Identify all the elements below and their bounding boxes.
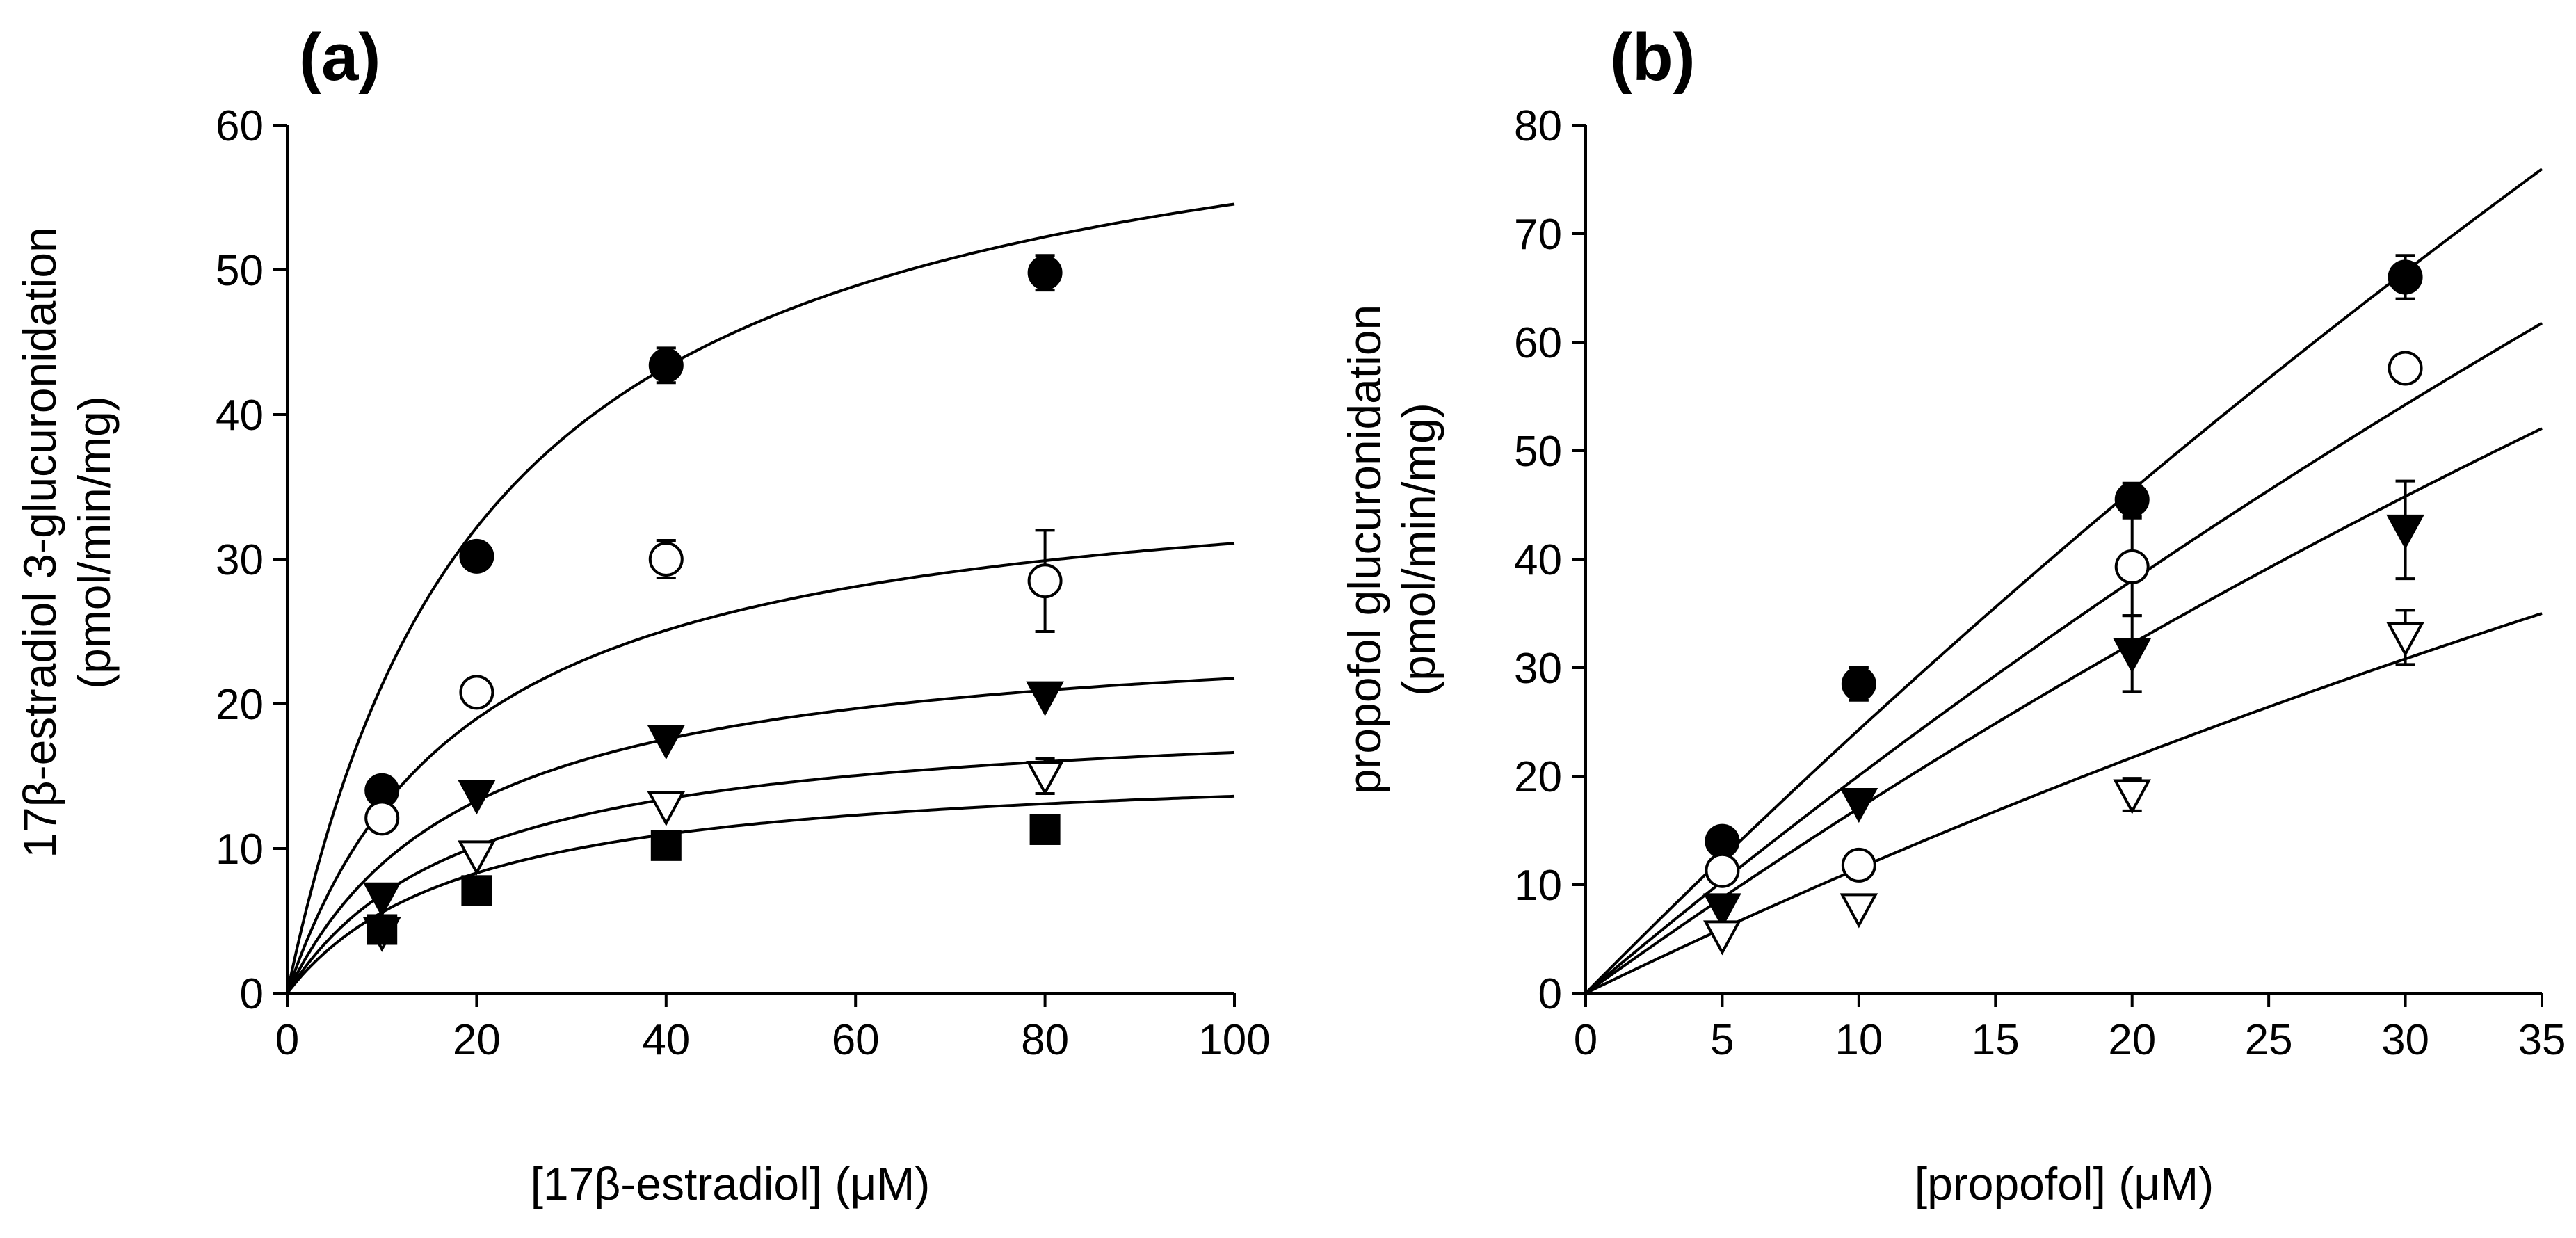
data-point-b-2 (1841, 847, 1876, 883)
data-point-a-3 (1026, 681, 1064, 716)
y-tick-label-a: 10 (216, 826, 264, 874)
data-point-a-5 (650, 830, 682, 861)
fit-curve-b-1 (1584, 168, 2543, 995)
y-tick-label-a: 50 (216, 247, 264, 295)
fit-curve-a-1 (286, 202, 1235, 994)
data-point-b-2 (2388, 351, 2423, 386)
data-point-a-4 (647, 791, 686, 826)
data-point-a-1 (1027, 255, 1063, 291)
x-tick-label-b: 20 (2108, 1016, 2156, 1064)
fit-curve-a-4 (286, 750, 1235, 995)
y-tick-label-b: 60 (1514, 319, 1562, 367)
data-point-b-3 (1840, 788, 1878, 823)
data-point-b-3 (1703, 893, 1741, 928)
data-point-a-3 (458, 780, 496, 815)
y-tick-label-a: 30 (216, 536, 264, 584)
fit-curve-b-3 (1584, 427, 2543, 995)
y-axis-title-b-line2: (pmol/min/mg) (1393, 403, 1444, 696)
x-axis-title-a: [17β-estradiol] (μM) (531, 1158, 931, 1209)
y-tick-label-b: 10 (1514, 862, 1562, 910)
data-point-b-4 (1703, 920, 1741, 956)
y-tick-label-a: 20 (216, 681, 264, 729)
x-tick-label-a: 60 (832, 1016, 880, 1064)
x-tick-label-a: 0 (275, 1016, 299, 1064)
data-point-a-2 (1027, 563, 1063, 599)
x-tick-label-b: 10 (1835, 1016, 1883, 1064)
data-point-b-2 (1705, 853, 1740, 888)
data-point-a-5 (367, 914, 398, 945)
y-axis-title-b-line1: propofol glucuronidation (1339, 305, 1390, 795)
data-point-a-2 (364, 801, 400, 836)
data-point-b-3 (2386, 514, 2424, 550)
data-point-b-4 (2113, 779, 2152, 814)
y-tick-label-b: 30 (1514, 645, 1562, 693)
data-point-b-1 (2114, 482, 2150, 517)
fit-curve-b-2 (1584, 321, 2543, 995)
y-tick-label-a: 0 (240, 970, 264, 1018)
chart-panel-b: (b) propofol glucuronidation (pmol/min/m… (1339, 20, 2566, 1209)
x-tick-label-a: 20 (453, 1016, 501, 1064)
data-point-b-4 (2386, 622, 2424, 657)
data-point-b-1 (1841, 666, 1876, 702)
data-point-b-3 (2113, 638, 2152, 673)
x-tick-label-b: 5 (1710, 1016, 1734, 1064)
fit-curve-b-4 (1585, 612, 2543, 995)
x-tick-label-b: 35 (2518, 1016, 2566, 1064)
y-axis-title-a-line1: 17β-estradiol 3-glucuronidation (14, 227, 65, 858)
data-point-a-1 (459, 538, 494, 574)
data-point-b-4 (1840, 893, 1878, 928)
data-point-b-2 (2114, 549, 2150, 584)
x-tick-label-b: 30 (2381, 1016, 2429, 1064)
y-tick-label-a: 40 (216, 392, 264, 440)
data-point-a-4 (1026, 761, 1064, 796)
plot-area-a: 0 20 40 60 80 100 0 10 20 30 40 50 60 (216, 102, 1271, 1064)
x-tick-label-a: 80 (1021, 1016, 1069, 1064)
x-tick-label-a: 40 (642, 1016, 690, 1064)
data-point-a-5 (1029, 814, 1061, 845)
x-tick-label-b: 25 (2245, 1016, 2293, 1064)
x-axis-title-b: [propofol] (μM) (1915, 1158, 2214, 1209)
data-point-a-5 (461, 875, 492, 906)
data-point-b-1 (1705, 823, 1740, 859)
fit-curve-a-2 (286, 542, 1235, 994)
data-point-a-4 (458, 840, 496, 876)
panel-label-b: (b) (1610, 20, 1696, 95)
y-tick-label-b: 80 (1514, 102, 1562, 150)
y-axis-title-a-line2: (pmol/min/mg) (68, 396, 120, 689)
x-tick-label-b: 0 (1574, 1016, 1597, 1064)
fit-curve-a-5 (286, 794, 1235, 995)
y-tick-label-a: 60 (216, 102, 264, 150)
y-tick-label-b: 0 (1538, 970, 1562, 1018)
x-tick-label-a: 100 (1198, 1016, 1270, 1064)
plot-area-b: 0 5 10 15 20 25 30 35 0 10 20 30 40 50 60 70 80 (1514, 102, 2566, 1064)
fit-curve-a-3 (286, 677, 1235, 994)
chart-panel-a: (a) 17β-estradiol 3-glucuronidation (pmo… (14, 20, 1271, 1209)
y-tick-label-b: 40 (1514, 536, 1562, 584)
data-point-b-1 (2388, 259, 2423, 295)
data-point-a-3 (362, 882, 401, 917)
y-tick-label-b: 20 (1514, 753, 1562, 801)
data-point-a-2 (459, 675, 494, 710)
x-tick-label-b: 15 (1972, 1016, 2020, 1064)
y-tick-label-b: 50 (1514, 428, 1562, 476)
data-point-a-2 (648, 542, 684, 577)
data-point-a-3 (647, 725, 686, 760)
panel-label-a: (a) (299, 20, 380, 95)
data-point-a-1 (648, 348, 684, 383)
y-tick-label-b: 70 (1514, 211, 1562, 259)
